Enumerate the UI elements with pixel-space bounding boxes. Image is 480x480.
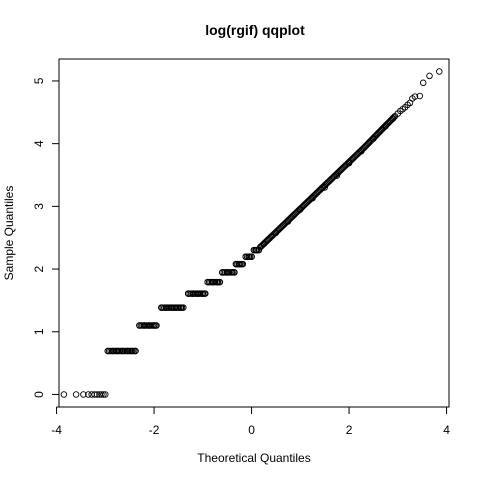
data-point <box>85 391 92 398</box>
y-axis-label: Sample Quantiles <box>2 186 16 281</box>
x-axis-label: Theoretical Quantiles <box>197 451 310 465</box>
data-point <box>80 391 87 398</box>
x-tick-label: -4 <box>51 423 62 437</box>
data-point <box>391 112 399 120</box>
data-point <box>132 347 139 355</box>
data-point <box>201 290 208 297</box>
y-tick-label: 3 <box>32 203 46 210</box>
y-tick-label: 0 <box>32 391 46 398</box>
data-point <box>216 278 223 286</box>
data-point <box>248 253 255 260</box>
data-point <box>390 113 398 121</box>
data-point <box>419 79 427 87</box>
chart-title: log(rgif) qqplot <box>205 22 305 38</box>
y-axis: 0 1 2 3 4 5 <box>32 77 60 398</box>
data-point <box>230 269 238 276</box>
data-point <box>416 92 424 100</box>
x-tick-label: -2 <box>149 423 160 437</box>
data-point <box>152 322 159 329</box>
y-tick-label: 4 <box>32 140 46 147</box>
data-point <box>102 391 109 398</box>
data-point <box>389 114 397 122</box>
data-point <box>100 391 107 398</box>
plot-frame <box>58 58 450 408</box>
data-point <box>91 391 98 398</box>
data-point <box>436 68 443 75</box>
data-point <box>321 184 328 191</box>
data-point <box>426 72 433 80</box>
data-point <box>60 391 68 398</box>
data-point <box>178 304 186 311</box>
x-tick-label: 0 <box>248 423 255 437</box>
y-tick-label: 5 <box>32 77 46 84</box>
points-layer <box>60 68 443 398</box>
data-point <box>93 391 101 398</box>
data-point <box>98 391 105 398</box>
y-tick-label: 2 <box>32 265 46 272</box>
data-point <box>72 391 80 398</box>
x-tick-label: 2 <box>346 423 353 437</box>
data-point <box>411 93 419 100</box>
data-point <box>238 260 246 268</box>
y-tick-label: 1 <box>32 328 46 335</box>
x-tick-label: 4 <box>443 423 450 437</box>
x-axis: -4 -2 0 2 4 <box>51 406 450 437</box>
